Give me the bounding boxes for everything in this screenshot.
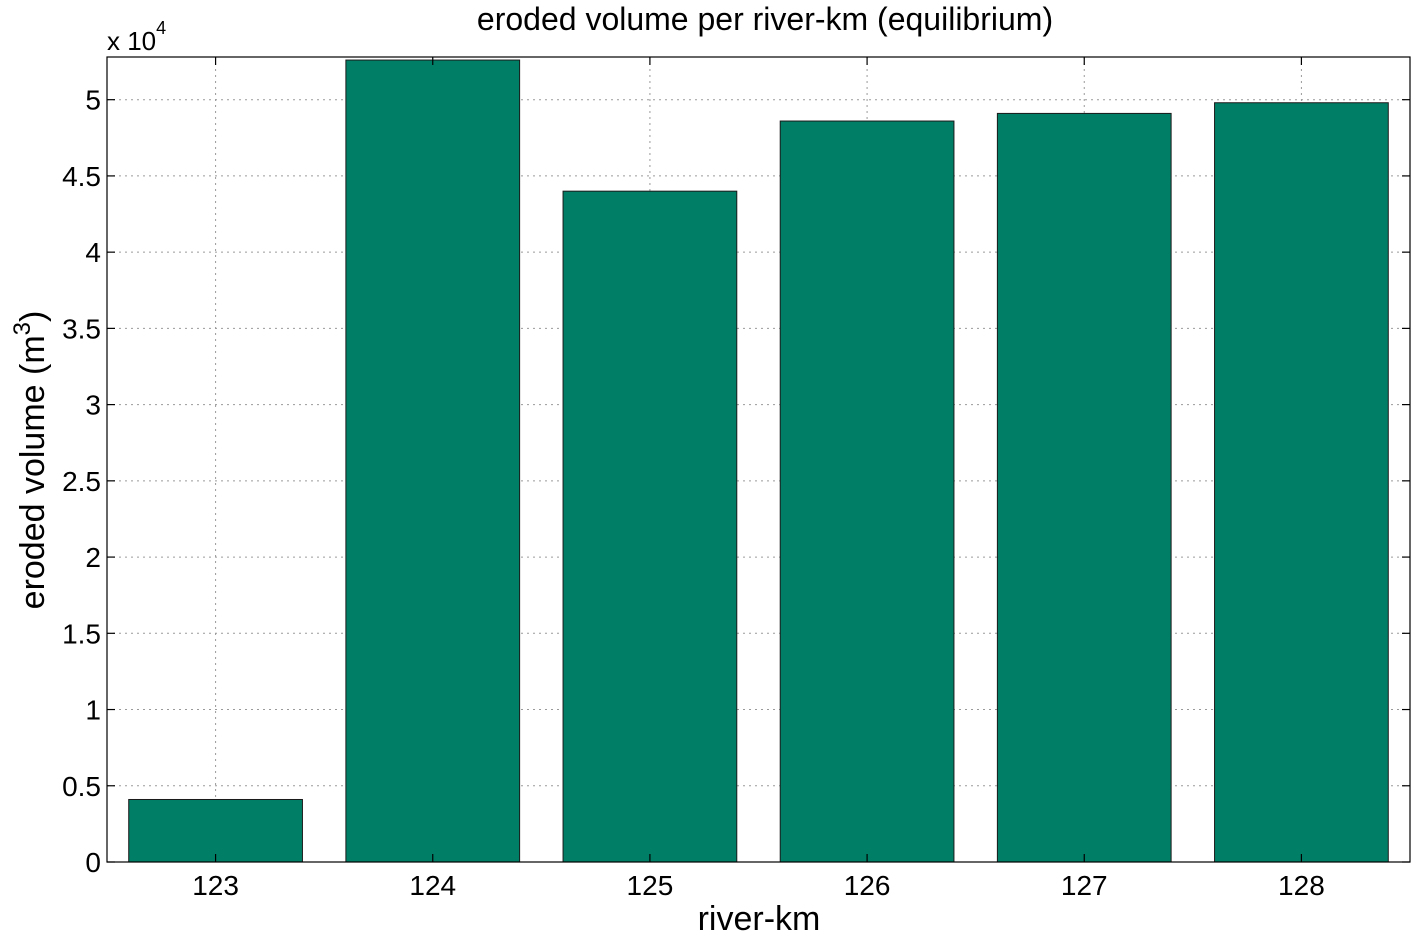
x-tick-label-123: 123	[192, 870, 239, 901]
x-axis-label: river-km	[698, 900, 821, 935]
y-tick-label: 4	[85, 237, 101, 268]
bar-124	[345, 59, 521, 863]
y-tick-label: 0	[85, 847, 101, 878]
y-axis-label-superscript: 3	[9, 322, 36, 335]
x-tick-label-128: 128	[1278, 870, 1325, 901]
y-tick-label: 2.5	[62, 466, 101, 497]
x-tick-label-124: 124	[409, 870, 456, 901]
x-tick-label-126: 126	[844, 870, 891, 901]
y-tick-label: 3	[85, 390, 101, 421]
axes-frame	[106, 56, 1411, 863]
bar-125	[562, 190, 738, 863]
x-tick-label-125: 125	[627, 870, 674, 901]
y-axis-multiplier: x 104	[107, 18, 166, 56]
ticks: 0 0.5 1 1.5 2 2.5 3 3.5 4 4.5 5 123 124 125 126 127 128	[62, 57, 1410, 901]
y-tick-label: 0.5	[62, 771, 101, 802]
bar-123	[128, 798, 303, 863]
bar-128	[1214, 102, 1389, 863]
chart-title: eroded volume per river-km (equilibrium)	[477, 1, 1053, 37]
bar-126	[779, 120, 955, 863]
y-tick-label: 5	[85, 85, 101, 116]
bar-127	[996, 112, 1172, 863]
bars	[128, 59, 1389, 863]
y-axis-multiplier-exponent: 4	[156, 18, 166, 38]
y-tick-label: 1.5	[62, 618, 101, 649]
y-tick-label: 2	[85, 542, 101, 573]
x-tick-label-127: 127	[1061, 870, 1108, 901]
y-tick-label: 3.5	[62, 313, 101, 344]
y-tick-label: 4.5	[62, 161, 101, 192]
y-tick-label: 1	[85, 695, 101, 726]
y-axis-label: eroded volume (m3)	[9, 311, 52, 610]
